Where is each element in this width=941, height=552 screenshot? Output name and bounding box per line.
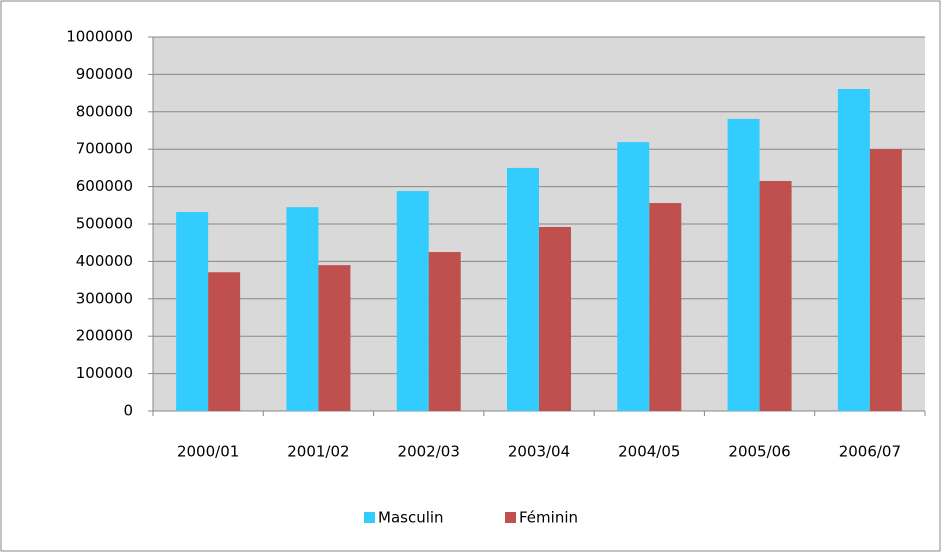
bar	[539, 226, 571, 411]
y-tick-label: 100000	[76, 364, 133, 382]
x-tick-label: 2004/05	[618, 443, 680, 461]
y-tick-label: 600000	[76, 177, 133, 195]
bar	[727, 118, 760, 411]
bar	[286, 207, 319, 411]
x-tick-label: 2001/02	[287, 443, 349, 461]
y-tick-label: 0	[123, 402, 133, 420]
y-tick-label: 700000	[76, 140, 133, 158]
y-tick-label: 900000	[76, 65, 133, 83]
bar	[396, 191, 429, 411]
bar	[507, 167, 539, 411]
y-tick-label: 1000000	[66, 28, 133, 46]
bar	[208, 272, 241, 411]
bar	[759, 180, 792, 411]
y-tick-label: 400000	[76, 252, 133, 270]
bar	[428, 252, 461, 411]
bar	[318, 265, 351, 411]
bar	[837, 88, 870, 412]
y-tick-label: 300000	[76, 289, 133, 307]
legend-swatch	[364, 512, 375, 523]
bar	[176, 212, 209, 411]
y-tick-label: 200000	[76, 327, 133, 345]
legend-swatch	[505, 512, 516, 523]
x-tick-label: 2005/06	[728, 443, 790, 461]
x-tick-label: 2003/04	[508, 443, 570, 461]
x-tick-label: 2000/01	[177, 443, 239, 461]
bar	[649, 203, 682, 411]
x-tick-label: 2002/03	[398, 443, 460, 461]
y-tick-label: 800000	[76, 102, 133, 120]
bar	[617, 142, 650, 411]
legend-label: Féminin	[519, 509, 578, 527]
x-tick-label: 2006/07	[839, 443, 901, 461]
bar	[869, 149, 902, 411]
y-tick-label: 500000	[76, 215, 133, 233]
legend-label: Masculin	[378, 509, 444, 527]
